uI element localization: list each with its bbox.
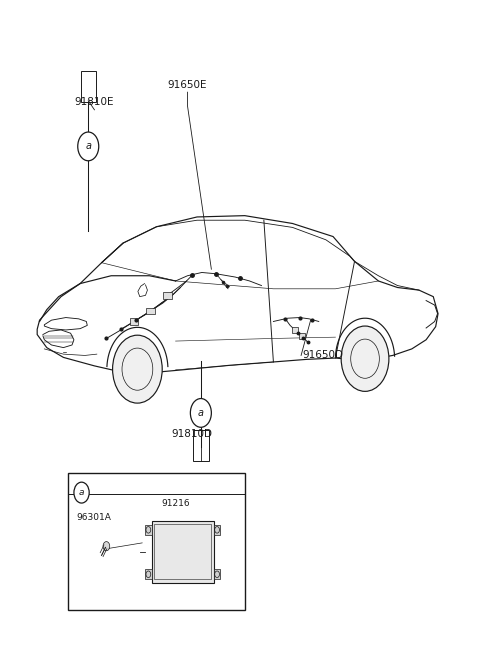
Circle shape	[341, 326, 389, 392]
Bar	[152, 521, 214, 583]
Text: 91650E: 91650E	[168, 79, 207, 90]
Text: 91810E: 91810E	[75, 97, 114, 107]
Bar	[163, 292, 172, 298]
Bar	[154, 524, 211, 579]
Bar	[145, 569, 152, 579]
Circle shape	[103, 542, 110, 551]
Bar	[145, 525, 152, 535]
Bar	[130, 318, 138, 325]
Circle shape	[78, 132, 99, 161]
Bar	[146, 308, 155, 314]
Text: a: a	[198, 408, 204, 418]
Bar	[299, 333, 305, 339]
Bar	[193, 430, 208, 461]
Bar	[291, 327, 298, 333]
Circle shape	[74, 482, 89, 503]
Bar	[81, 71, 96, 102]
Text: 91810D: 91810D	[172, 429, 213, 440]
Text: a: a	[85, 142, 91, 152]
Circle shape	[191, 399, 211, 427]
Bar	[214, 525, 220, 535]
Text: a: a	[79, 488, 84, 497]
Bar	[68, 473, 245, 610]
Text: 91216: 91216	[161, 499, 190, 508]
Circle shape	[113, 335, 162, 403]
Bar	[214, 569, 220, 579]
Text: 96301A: 96301A	[76, 514, 111, 522]
Text: 91650D: 91650D	[302, 350, 343, 360]
